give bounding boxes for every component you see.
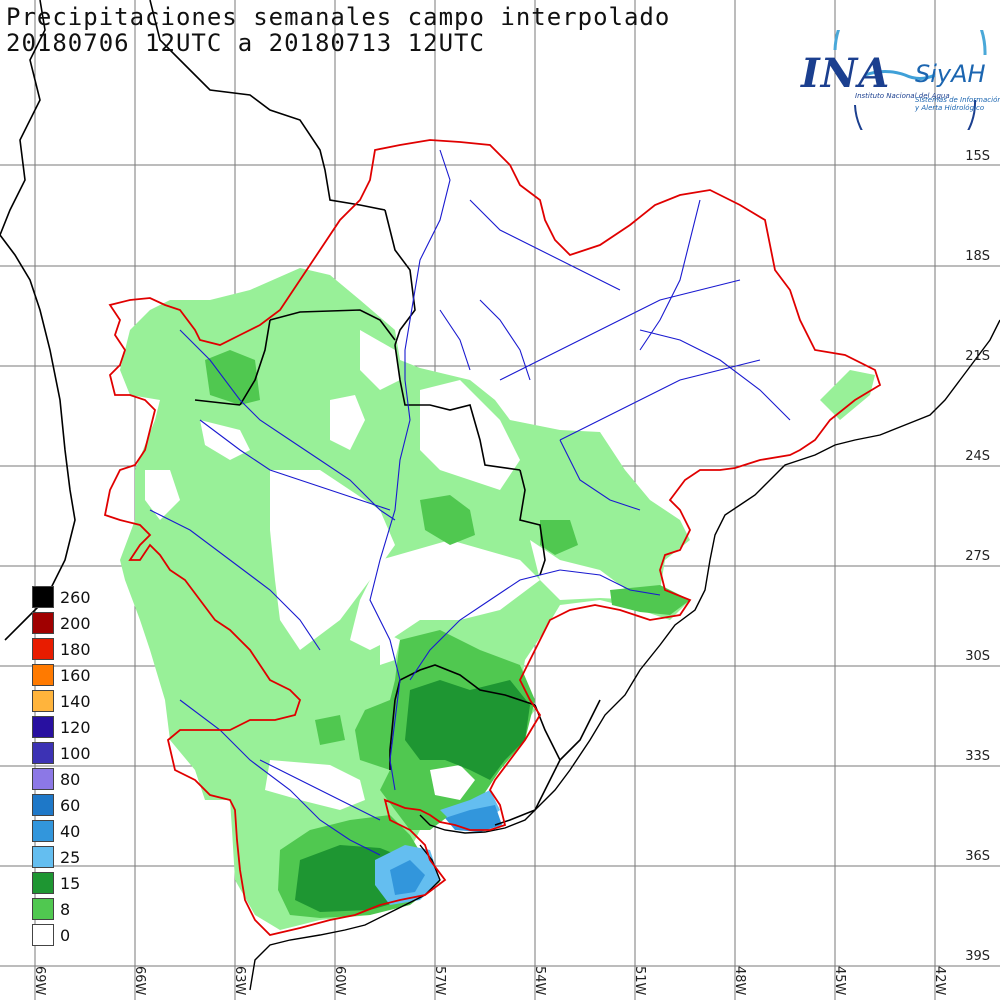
legend-swatch — [32, 716, 54, 738]
precip-zone-dry — [265, 760, 365, 810]
logo-swoosh-icon — [833, 30, 987, 130]
legend-swatch — [32, 820, 54, 842]
precip-zone-dry — [430, 765, 475, 800]
lat-label: 18S — [965, 249, 990, 264]
legend-value: 60 — [60, 796, 81, 815]
legend-swatch — [32, 664, 54, 686]
precip-zone-medium — [420, 495, 475, 545]
precip-zone-blue-dark — [445, 805, 502, 832]
legend-value: 40 — [60, 822, 81, 841]
legend-swatch — [32, 612, 54, 634]
legend-swatch — [32, 742, 54, 764]
lat-label: 24S — [965, 449, 990, 464]
legend-value: 140 — [60, 692, 91, 711]
precip-zone-heavy — [405, 680, 530, 780]
lat-label: 36S — [965, 849, 990, 864]
lon-label: 60W — [332, 966, 347, 996]
lon-label: 66W — [132, 966, 147, 996]
map-period: 20180706 12UTC a 20180713 12UTC — [6, 29, 485, 57]
precip-zone-medium — [205, 350, 260, 405]
precip-zone-medium — [540, 520, 578, 555]
legend-swatch — [32, 586, 54, 608]
basin-boundary — [103, 139, 882, 936]
lon-label: 45W — [832, 966, 847, 996]
legend-value: 15 — [60, 874, 81, 893]
legend-swatch — [32, 846, 54, 868]
legend-swatch — [32, 768, 54, 790]
legend-swatch — [32, 898, 54, 920]
coastline — [249, 319, 1000, 991]
legend-value: 180 — [60, 640, 91, 659]
lat-label: 33S — [965, 749, 990, 764]
legend-swatch — [32, 690, 54, 712]
precip-zone-dry — [380, 630, 400, 665]
legend-value: 100 — [60, 744, 91, 763]
precip-zone-blue-dark — [390, 860, 425, 895]
logo-brand: INA — [801, 50, 891, 97]
legend-value: 0 — [60, 926, 71, 945]
lat-label: 15S — [965, 149, 990, 164]
logo-subtitle: Instituto Nacional del Agua — [855, 92, 950, 100]
precip-zone-dry — [270, 470, 395, 650]
lon-label: 51W — [632, 966, 647, 996]
precip-zone-dry — [350, 540, 540, 650]
precip-zone-dry — [530, 540, 640, 600]
lon-label: 63W — [232, 966, 247, 996]
legend-value: 160 — [60, 666, 91, 685]
lat-label: 39S — [965, 949, 990, 964]
legend-value: 8 — [60, 900, 71, 919]
legend-swatch — [32, 794, 54, 816]
precip-zone-light — [820, 370, 875, 420]
lon-label: 48W — [732, 966, 747, 996]
legend-value: 80 — [60, 770, 81, 789]
lat-label: 30S — [965, 649, 990, 664]
precip-zone-medium — [315, 715, 345, 745]
ina-siyah-logo: INA SiyAH Instituto Nacional del Agua Si… — [795, 30, 1000, 130]
precipitation-field — [120, 268, 875, 930]
legend-swatch — [32, 638, 54, 660]
lon-label: 54W — [532, 966, 547, 996]
legend-value: 120 — [60, 718, 91, 737]
precip-zone-dry — [700, 520, 720, 550]
legend-value: 25 — [60, 848, 81, 867]
legend-value: 260 — [60, 588, 91, 607]
lat-label: 21S — [965, 349, 990, 364]
logo-system: SiyAH — [915, 60, 986, 88]
precip-zone-dry — [360, 330, 400, 390]
lon-label: 57W — [432, 966, 447, 996]
precip-zone-dry — [420, 380, 520, 490]
logo-tagline: Sistemas de Información y Alerta Hidroló… — [915, 96, 1000, 112]
legend-swatch — [32, 924, 54, 946]
precip-zone-dry — [330, 395, 365, 450]
map-title: Precipitaciones semanales campo interpol… — [6, 3, 671, 31]
precip-zone-dry — [145, 470, 180, 520]
lon-label: 69W — [32, 966, 47, 996]
legend-swatch — [32, 872, 54, 894]
legend-value: 200 — [60, 614, 91, 633]
lat-label: 27S — [965, 549, 990, 564]
lon-label: 42W — [932, 966, 947, 996]
